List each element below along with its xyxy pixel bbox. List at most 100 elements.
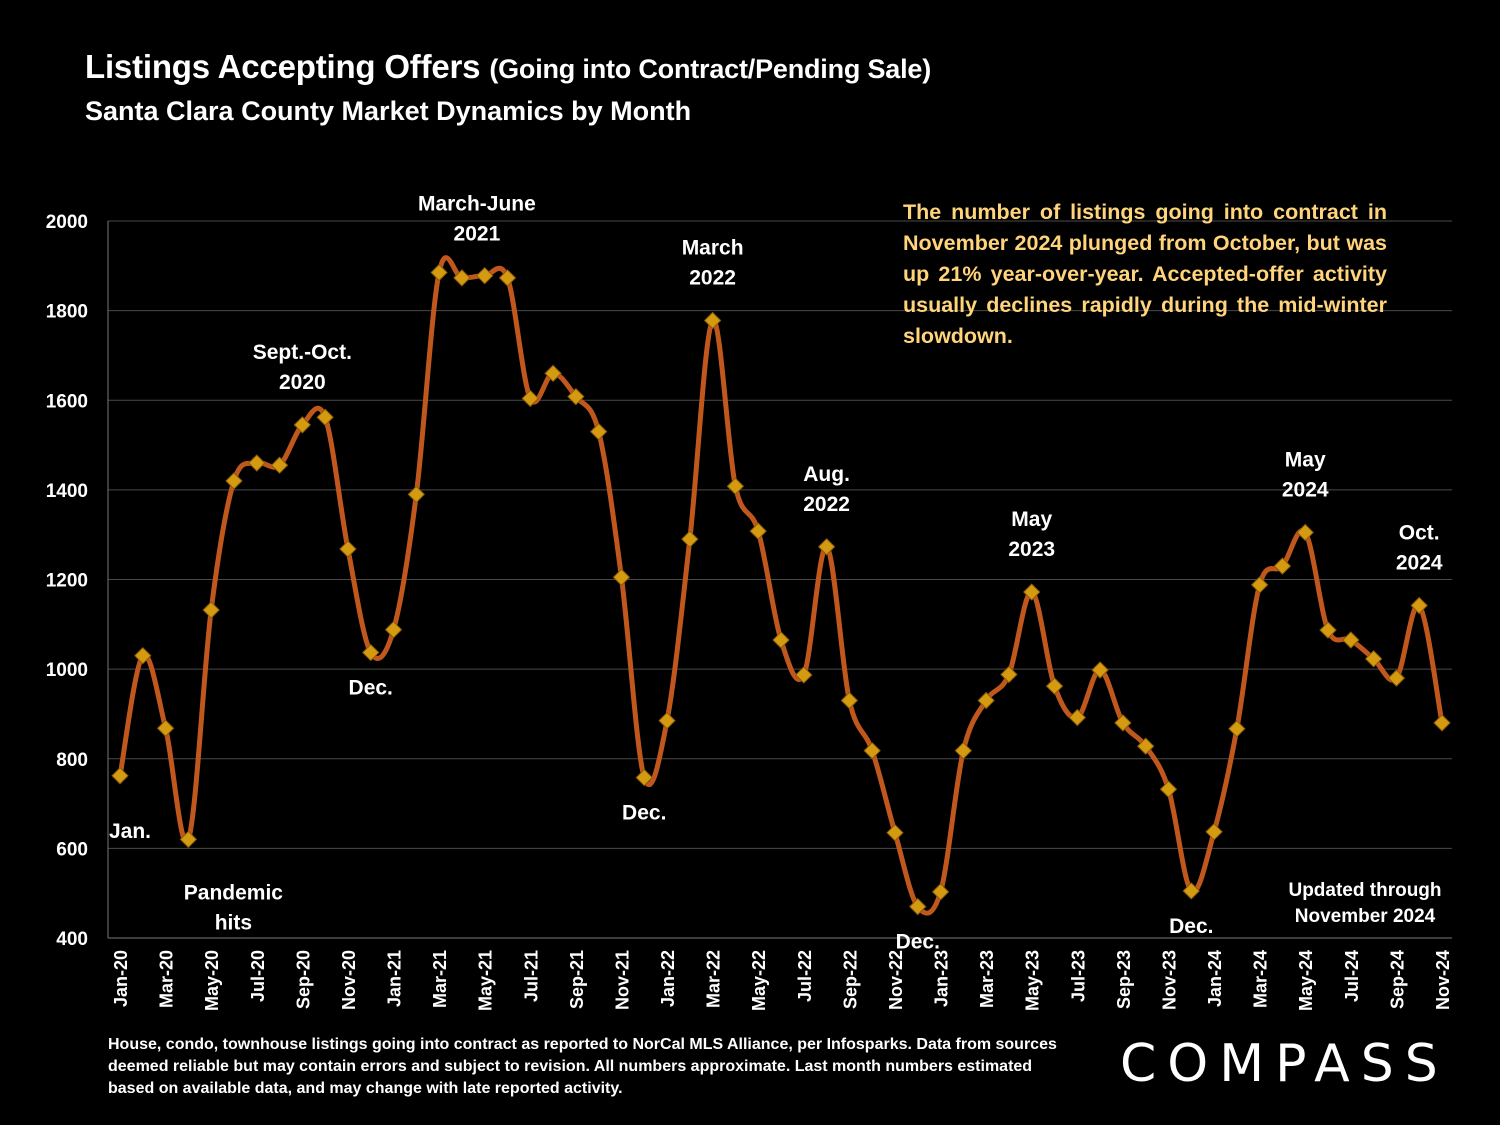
data-point-Jan-23 [931, 883, 950, 901]
annotation: May 2024 [1282, 448, 1329, 501]
chart-title-main: Listings Accepting Offers [85, 48, 481, 85]
data-point-Aug-23 [1091, 661, 1109, 679]
source-footnote: House, condo, townhouse listings going i… [108, 1036, 1057, 1097]
data-point-Aug-24 [1364, 650, 1383, 668]
annotation: March 2022 [682, 236, 744, 289]
x-tick-label: Jul-21 [521, 950, 541, 1002]
annotation: Pandemic hits [184, 881, 284, 934]
data-point-May-21 [475, 266, 494, 285]
annotation: Sept.-Oct. 2020 [253, 341, 352, 394]
data-point-Jul-20 [248, 454, 266, 472]
x-tick-label: Nov-22 [886, 950, 906, 1010]
annotation-line: hits [215, 911, 252, 934]
data-point-Dec-23 [1182, 882, 1200, 900]
data-point-Mar-20 [156, 719, 175, 737]
x-tick-label: Sep-22 [840, 950, 860, 1009]
annotation-line: Pandemic [184, 881, 284, 904]
data-point-Jul-22 [795, 666, 813, 684]
chart-title: Listings Accepting Offers (Going into Co… [85, 48, 931, 86]
data-point-Dec-21 [635, 768, 653, 787]
x-tick-label: Mar-22 [704, 950, 724, 1008]
data-point-Feb-24 [1228, 720, 1246, 738]
data-point-Feb-23 [954, 741, 973, 760]
x-tick-label: Nov-24 [1433, 950, 1453, 1010]
updated-note-line-1: Updated through [1288, 880, 1442, 901]
data-point-Oct-21 [589, 422, 608, 441]
data-point-Apr-24 [1273, 557, 1292, 575]
annotation-line: March-June [418, 192, 536, 215]
data-point-Mar-24 [1250, 576, 1269, 594]
data-point-Mar-22 [703, 311, 722, 330]
annotation-line: Dec. [622, 802, 666, 825]
annotation-line: Dec. [349, 677, 393, 700]
x-tick-label: Jan-23 [932, 950, 952, 1007]
x-tick-label: May-23 [1023, 950, 1043, 1011]
x-tick-label: Mar-23 [977, 950, 997, 1008]
x-tick-label: Jul-20 [248, 950, 268, 1002]
annotation-line: March [682, 236, 744, 259]
data-point-Apr-21 [453, 269, 471, 287]
data-point-Nov-20 [339, 540, 357, 558]
x-tick-label: Nov-20 [339, 950, 359, 1010]
x-tick-label: Jan-24 [1205, 950, 1225, 1007]
annotation: Oct. 2024 [1396, 521, 1443, 574]
annotation-line: Sept.-Oct. [253, 341, 352, 364]
data-point-Feb-22 [681, 530, 699, 548]
annotation-line: Aug. [803, 463, 850, 486]
annotation-line: 2023 [1008, 538, 1055, 561]
y-tick-label: 1800 [46, 302, 88, 323]
annotation-label: Dec. [896, 931, 940, 954]
data-point-Nov-23 [1159, 780, 1178, 798]
x-tick-label: Jul-24 [1342, 950, 1362, 1002]
x-tick-label: Jan-20 [111, 950, 131, 1007]
annotation-line: May [1285, 448, 1326, 471]
data-point-Feb-20 [134, 646, 152, 665]
data-point-Jul-21 [521, 389, 539, 408]
x-axis-ticks: Jan-20 Mar-20 May-20 Jul-20 Sep-20 Nov-20 Jan-… [111, 950, 1453, 1011]
annotation-line: 2022 [689, 266, 736, 289]
data-point-Feb-21 [407, 485, 426, 504]
data-point-Mar-21 [430, 263, 448, 282]
data-point-May-23 [1023, 583, 1041, 601]
y-tick-label: 800 [56, 750, 88, 771]
x-tick-label: Mar-20 [157, 950, 177, 1008]
annotation-label: Dec. [1169, 915, 1213, 938]
annotation-line: 2024 [1282, 478, 1329, 501]
compass-logo-text: COMPASS [1120, 1034, 1449, 1094]
data-point-Oct-22 [863, 741, 881, 760]
annotation-label: May 2023 [1008, 508, 1055, 561]
annotation-label: Pandemic hits [184, 881, 284, 934]
data-point-Oct-23 [1136, 737, 1155, 755]
annotation-label: Dec. [622, 802, 666, 825]
data-point-Jun-22 [772, 631, 790, 649]
data-point-Jan-22 [658, 711, 676, 730]
data-point-May-24 [1296, 523, 1314, 542]
data-point-Sep-20 [293, 416, 312, 434]
data-point-Sep-23 [1114, 714, 1132, 732]
annotation-line: Dec. [1169, 915, 1213, 938]
y-tick-label: 1200 [46, 571, 88, 592]
y-tick-label: 1400 [46, 481, 88, 502]
annotation-line: Jan. [109, 820, 151, 843]
data-markers [111, 263, 1451, 916]
x-tick-label: Sep-20 [293, 950, 313, 1009]
annotation-line: Dec. [896, 931, 940, 954]
data-point-Nov-24 [1433, 714, 1451, 732]
annotation: Aug. 2022 [803, 463, 850, 516]
x-tick-label: Jul-22 [795, 950, 815, 1002]
y-axis-ticks: 400 600 800 1000 1200 1400 1600 1800 2000 [46, 212, 88, 950]
updated-note: Updated through November 2024 [1270, 878, 1460, 930]
x-tick-label: Nov-21 [612, 950, 632, 1010]
gridlines [107, 220, 1452, 939]
annotation-label: March-June 2021 [418, 192, 536, 245]
x-tick-label: Mar-21 [430, 950, 450, 1008]
annotation-line: 2020 [279, 371, 326, 394]
data-point-Aug-22 [817, 538, 836, 556]
chart-title-paren: (Going into Contract/Pending Sale) [489, 54, 932, 84]
y-tick-label: 2000 [46, 212, 88, 233]
callout-text: The number of listings going into contra… [903, 200, 1387, 348]
data-point-Jan-21 [384, 620, 403, 639]
data-point-Jun-20 [225, 472, 243, 490]
annotation-label: Aug. 2022 [803, 463, 850, 516]
